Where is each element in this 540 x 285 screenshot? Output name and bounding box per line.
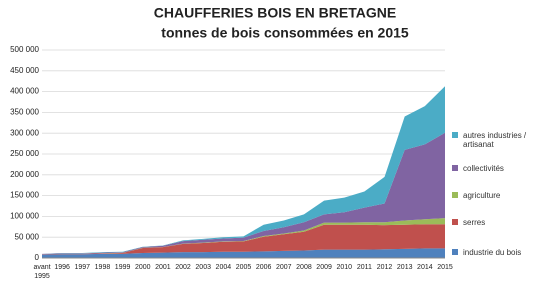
y-tick-label: 50 000 — [15, 232, 40, 241]
x-tick-label: 2000 — [135, 264, 151, 271]
legend-entry: agriculture — [452, 191, 538, 200]
x-tick-label: 2002 — [175, 264, 191, 271]
x-tick-label: 1996 — [54, 264, 70, 271]
y-tick-label: 150 000 — [10, 191, 39, 200]
x-tick-label: 2006 — [256, 264, 272, 271]
legend-swatch — [452, 165, 458, 171]
x-tick-label: avant 1995 — [33, 264, 50, 280]
y-tick-label: 300 000 — [10, 128, 39, 137]
legend-entry: autres industries / artisanat — [452, 131, 538, 149]
legend-swatch — [452, 192, 458, 198]
y-tick-label: 450 000 — [10, 66, 39, 75]
legend-swatch — [452, 249, 458, 255]
y-tick-label: 250 000 — [10, 149, 39, 158]
legend-swatch — [452, 219, 458, 225]
legend-swatch — [452, 132, 458, 138]
y-tick-label: 500 000 — [10, 45, 39, 54]
y-tick-label: 400 000 — [10, 87, 39, 96]
x-tick-label: 2005 — [236, 264, 252, 271]
area — [42, 218, 445, 255]
legend-label: autres industries / artisanat — [463, 131, 527, 149]
area — [42, 86, 445, 254]
x-tick-label: 2004 — [216, 264, 232, 271]
x-tick-label: 2012 — [377, 264, 393, 271]
x-tick-label: 2007 — [276, 264, 292, 271]
x-tick-label: 2015 — [437, 264, 453, 271]
legend-entry: serres — [452, 218, 538, 227]
chart-title: CHAUFFERIES BOIS EN BRETAGNE — [154, 5, 396, 21]
legend-label: agriculture — [463, 191, 501, 200]
y-tick-label: 0 — [35, 253, 40, 262]
y-tick-label: 200 000 — [10, 170, 39, 179]
x-tick-label: 1999 — [115, 264, 131, 271]
area — [42, 224, 445, 255]
chart-subtitle: tonnes de bois consommées en 2015 — [161, 25, 409, 41]
x-tick-label: 2009 — [316, 264, 332, 271]
y-tick-label: 100 000 — [10, 212, 39, 221]
legend-label: collectivités — [463, 164, 504, 173]
x-tick-label: 2001 — [155, 264, 171, 271]
x-tick-label: 1998 — [95, 264, 111, 271]
y-tick-label: 350 000 — [10, 108, 39, 117]
legend-label: industrie du bois — [463, 248, 522, 257]
x-tick-label: 1997 — [75, 264, 91, 271]
x-tick-label: 2011 — [357, 264, 372, 271]
legend-entry: industrie du bois — [452, 248, 538, 257]
area — [42, 248, 445, 258]
x-tick-label: 2013 — [397, 264, 413, 271]
x-tick-label: 2003 — [195, 264, 211, 271]
legend-entry: collectivités — [452, 164, 538, 173]
x-tick-label: 2008 — [296, 264, 312, 271]
legend-label: serres — [463, 218, 486, 227]
x-tick-label: 2014 — [417, 264, 433, 271]
x-tick-label: 2010 — [336, 264, 352, 271]
